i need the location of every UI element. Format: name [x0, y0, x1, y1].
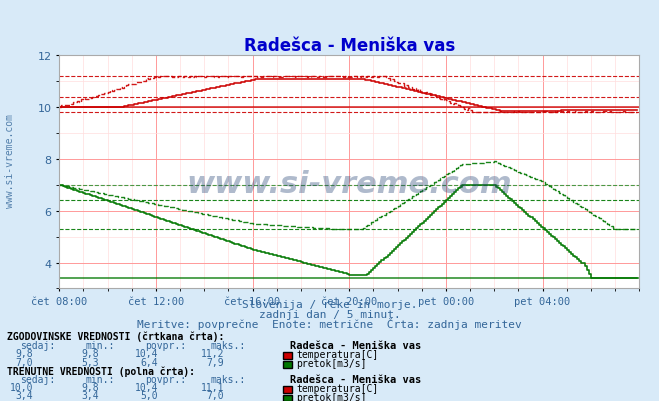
Text: temperatura[C]: temperatura[C] [297, 383, 379, 393]
Text: sedaj:: sedaj: [20, 374, 55, 384]
Text: temperatura[C]: temperatura[C] [297, 349, 379, 359]
Text: www.si-vreme.com: www.si-vreme.com [5, 113, 15, 207]
Text: ZGODOVINSKE VREDNOSTI (črtkana črta):: ZGODOVINSKE VREDNOSTI (črtkana črta): [7, 330, 224, 341]
Text: 6,4: 6,4 [140, 357, 158, 367]
Text: www.si-vreme.com: www.si-vreme.com [186, 170, 512, 198]
Text: min.:: min.: [86, 340, 115, 350]
Text: 10,4: 10,4 [134, 348, 158, 358]
Text: Slovenija / reke in morje.: Slovenija / reke in morje. [242, 299, 417, 309]
Text: maks.:: maks.: [211, 340, 246, 350]
Text: maks.:: maks.: [211, 374, 246, 384]
Text: 5,0: 5,0 [140, 390, 158, 400]
Text: povpr.:: povpr.: [145, 340, 186, 350]
Text: 9,8: 9,8 [81, 382, 99, 392]
Text: pretok[m3/s]: pretok[m3/s] [297, 392, 367, 401]
Text: 11,1: 11,1 [200, 382, 224, 392]
Text: 7,0: 7,0 [206, 390, 224, 400]
Text: 10,0: 10,0 [9, 382, 33, 392]
Title: Radešca - Meniška vas: Radešca - Meniška vas [244, 36, 455, 55]
Text: 5,3: 5,3 [81, 357, 99, 367]
Text: 7,0: 7,0 [15, 357, 33, 367]
Text: zadnji dan / 5 minut.: zadnji dan / 5 minut. [258, 309, 401, 319]
Text: 9,8: 9,8 [15, 348, 33, 358]
Text: pretok[m3/s]: pretok[m3/s] [297, 358, 367, 368]
Text: 9,8: 9,8 [81, 348, 99, 358]
Text: Radešca - Meniška vas: Radešca - Meniška vas [290, 340, 421, 350]
Text: min.:: min.: [86, 374, 115, 384]
Text: 10,4: 10,4 [134, 382, 158, 392]
Text: 3,4: 3,4 [81, 390, 99, 400]
Text: TRENUTNE VREDNOSTI (polna črta):: TRENUTNE VREDNOSTI (polna črta): [7, 365, 194, 376]
Text: sedaj:: sedaj: [20, 340, 55, 350]
Text: Radešca - Meniška vas: Radešca - Meniška vas [290, 374, 421, 384]
Text: 3,4: 3,4 [15, 390, 33, 400]
Text: 7,9: 7,9 [206, 357, 224, 367]
Text: 11,2: 11,2 [200, 348, 224, 358]
Text: Meritve: povprečne  Enote: metrične  Črta: zadnja meritev: Meritve: povprečne Enote: metrične Črta:… [137, 317, 522, 329]
Text: povpr.:: povpr.: [145, 374, 186, 384]
